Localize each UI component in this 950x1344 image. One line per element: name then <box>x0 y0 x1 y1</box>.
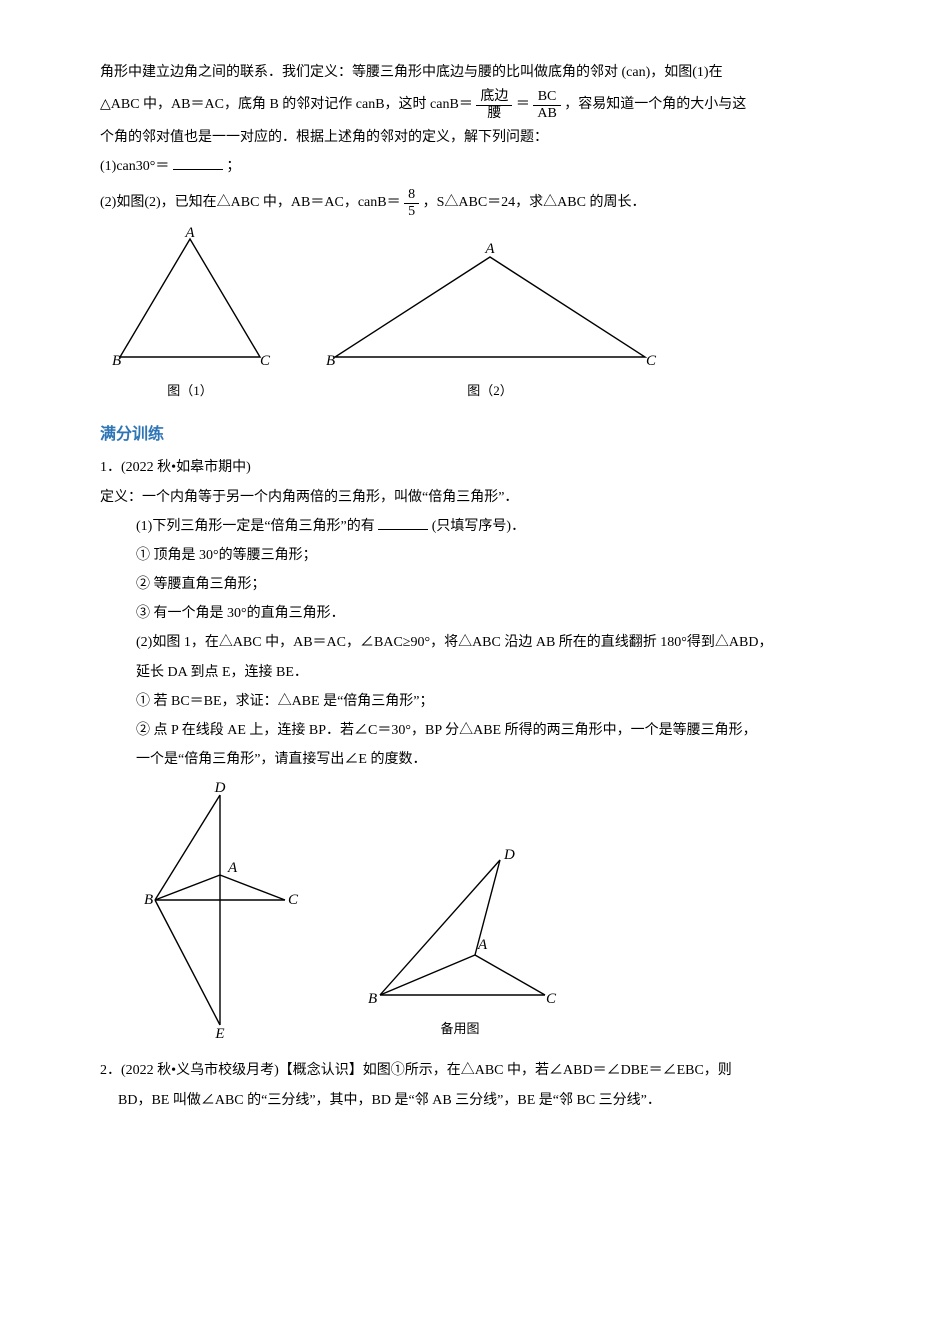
intro-line2a: △ABC 中，AB＝AC，底角 B 的邻对记作 canB，这时 canB＝ <box>100 97 473 112</box>
eq-sign: ＝ <box>516 97 530 112</box>
fig2-label-B: B <box>326 353 335 369</box>
fig2-caption: 图（2） <box>320 379 660 402</box>
fig2-label-A: A <box>484 241 495 257</box>
frac85-num: 8 <box>404 187 419 203</box>
p1-def: 定义：一个内角等于另一个内角两倍的三角形，叫做“倍角三角形”． <box>100 485 850 510</box>
intro-line2: △ABC 中，AB＝AC，底角 B 的邻对记作 canB，这时 canB＝ 底边… <box>100 89 850 121</box>
p1L-E: E <box>214 1026 224 1040</box>
section-title: 满分训练 <box>100 421 850 450</box>
p1R-D: D <box>503 847 515 863</box>
fig1-label-A: A <box>184 227 195 241</box>
fig1-caption: 图（1） <box>100 379 280 402</box>
figure-2: A B C 图（2） <box>320 237 660 402</box>
p2-line1: 2．(2022 秋•义乌市校级月考)【概念认识】如图①所示，在△ABC 中，若∠… <box>100 1058 850 1083</box>
intro-line2b: ，容易知道一个角的大小与这 <box>564 97 746 112</box>
intro-line3: 个角的邻对值也是一一对应的．根据上述角的邻对的定义，解下列问题： <box>100 125 850 150</box>
p1-opt2: ② 等腰直角三角形； <box>100 572 850 597</box>
p2-line2: BD，BE 叫做∠ABC 的“三分线”，其中，BD 是“邻 AB 三分线”，BE… <box>100 1088 850 1113</box>
frac-85: 8 5 <box>404 187 419 219</box>
frac2-top: BC <box>533 89 560 105</box>
p1-figL-svg: D A B C E <box>140 780 300 1040</box>
figure-row-1: A B C 图（1） A B C 图（2） <box>100 227 850 402</box>
frac-bcab: BC AB <box>533 89 560 121</box>
p1R-C: C <box>546 991 557 1007</box>
fig1-svg: A B C <box>100 227 280 377</box>
figure-1: A B C 图（1） <box>100 227 280 402</box>
p1R-A: A <box>477 937 488 953</box>
p1L-B: B <box>144 892 153 908</box>
intro-line1: 角形中建立边角之间的联系．我们定义：等腰三角形中底边与腰的比叫做底角的邻对 (c… <box>100 60 850 85</box>
p1-figL: D A B C E <box>140 780 300 1040</box>
p1-q1-after: (只填写序号)． <box>432 519 525 534</box>
q1-blank[interactable] <box>173 155 223 170</box>
p1-q2: (2)如图 1，在△ABC 中，AB＝AC，∠BAC≥90°，将△ABC 沿边 … <box>100 630 850 655</box>
q1-semi: ； <box>226 159 240 174</box>
p1-q2-2b: 一个是“倍角三角形”，请直接写出∠E 的度数． <box>100 747 850 772</box>
p1R-B: B <box>368 991 377 1007</box>
page: 角形中建立边角之间的联系．我们定义：等腰三角形中底边与腰的比叫做底角的邻对 (c… <box>0 0 950 1344</box>
p1-q1-blank[interactable] <box>378 515 428 530</box>
fig2-label-C: C <box>646 353 657 369</box>
p1L-C: C <box>288 892 299 908</box>
p1-q2b: 延长 DA 到点 E，连接 BE． <box>100 660 850 685</box>
frac2-bot: AB <box>533 106 560 121</box>
figure-row-2: D A B C E D A B C 备用图 <box>140 780 850 1040</box>
p1L-D: D <box>214 780 226 796</box>
q2: (2)如图(2)，已知在△ABC 中，AB＝AC，canB＝ 8 5 ，S△AB… <box>100 187 850 219</box>
frac85-den: 5 <box>404 204 419 219</box>
frac-top: 底边 <box>476 89 512 105</box>
q2-text-a: (2)如图(2)，已知在△ABC 中，AB＝AC，canB＝ <box>100 195 401 210</box>
q1-text: (1)can30°＝ <box>100 159 169 174</box>
p1L-A: A <box>227 860 238 876</box>
frac-diyao: 底边 腰 <box>476 89 512 121</box>
fig1-label-B: B <box>112 353 121 369</box>
p1-q2-1: ① 若 BC＝BE，求证：△ABE 是“倍角三角形”； <box>100 689 850 714</box>
fig1-label-C: C <box>260 353 271 369</box>
p1-opt1: ① 顶角是 30°的等腰三角形； <box>100 543 850 568</box>
q1: (1)can30°＝ ； <box>100 154 850 179</box>
p1R-caption: 备用图 <box>360 1017 560 1040</box>
q2-text-b: ，S△ABC＝24，求△ABC 的周长． <box>423 195 646 210</box>
p1-head: 1．(2022 秋•如皋市期中) <box>100 455 850 480</box>
p1-figR-svg: D A B C <box>360 845 560 1015</box>
p1-q1: (1)下列三角形一定是“倍角三角形”的有 (只填写序号)． <box>100 514 850 539</box>
p1-q1-text: (1)下列三角形一定是“倍角三角形”的有 <box>136 519 378 534</box>
p1-opt3: ③ 有一个角是 30°的直角三角形． <box>100 601 850 626</box>
p1-q2-2: ② 点 P 在线段 AE 上，连接 BP．若∠C＝30°，BP 分△ABE 所得… <box>100 718 850 743</box>
p1-figR: D A B C 备用图 <box>360 845 560 1040</box>
frac-bot: 腰 <box>476 106 512 121</box>
fig2-svg: A B C <box>320 237 660 377</box>
